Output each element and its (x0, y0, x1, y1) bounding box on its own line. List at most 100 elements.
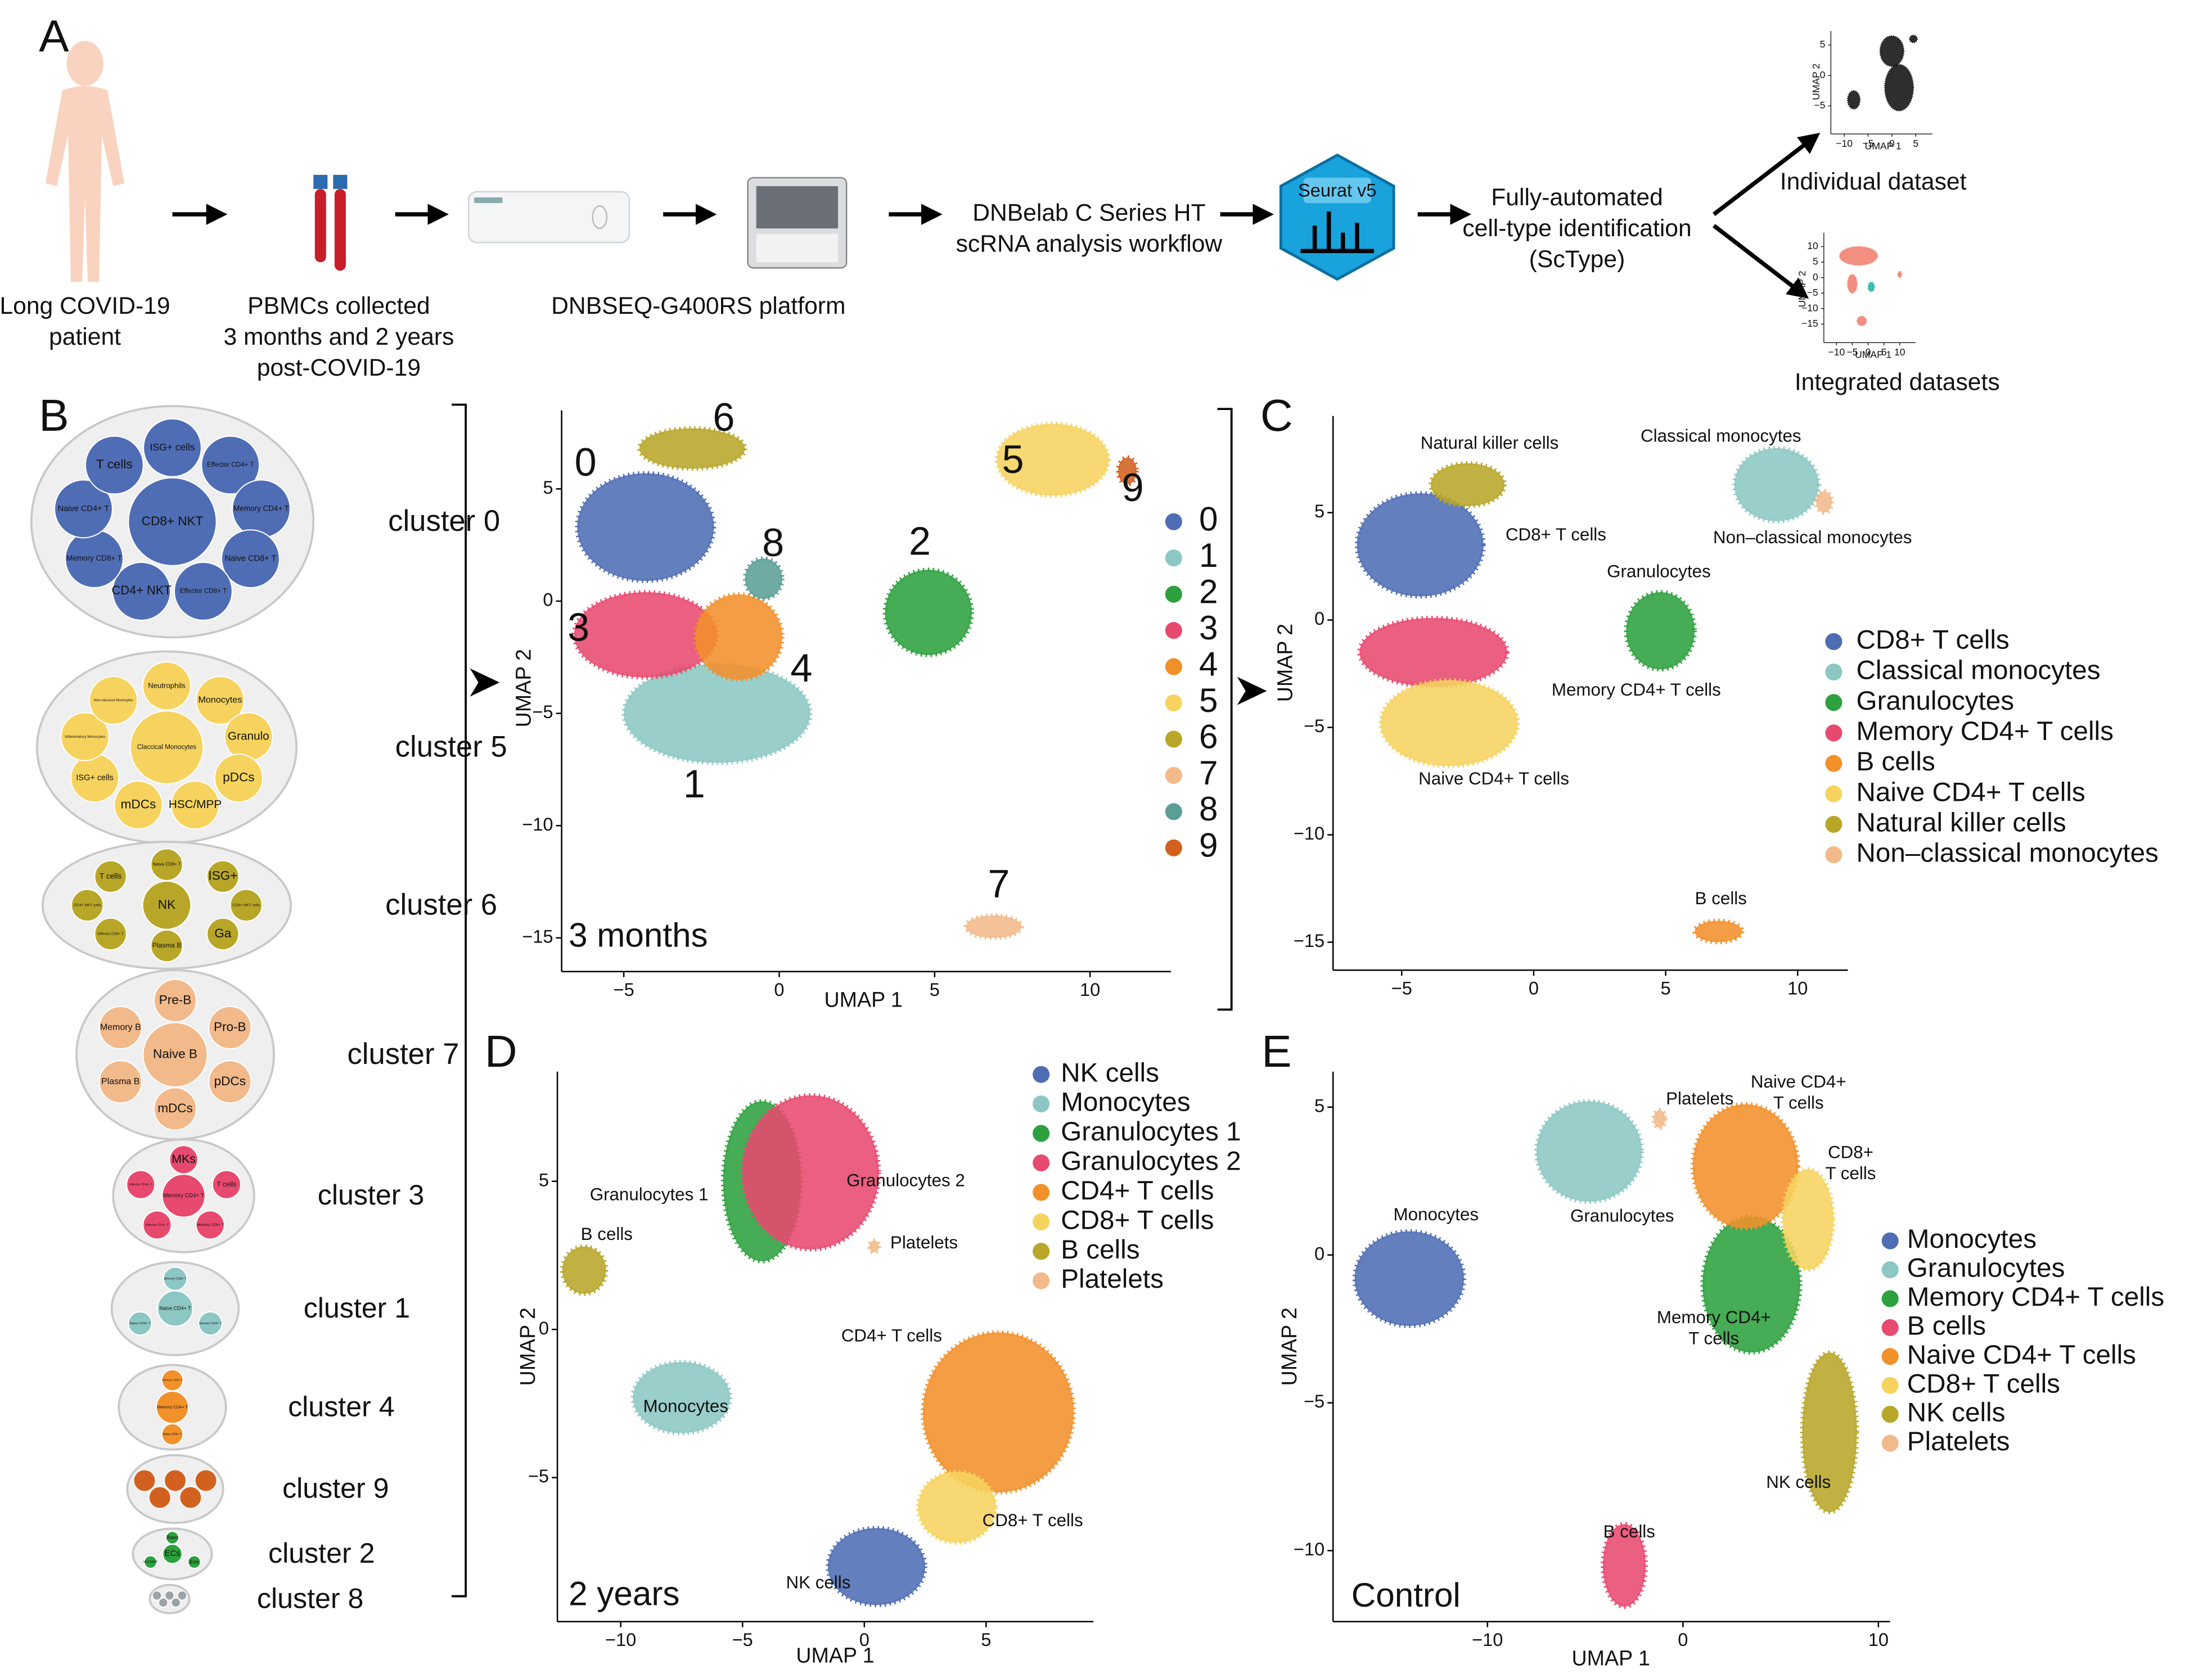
legend-label: 2 (1199, 573, 1218, 611)
cluster-annotation: 0 (575, 440, 597, 484)
cell-cluster (1780, 1167, 1836, 1272)
x-tick-label: 0 (859, 1629, 870, 1650)
cell-type-bubble (133, 1469, 156, 1492)
legend-swatch (1165, 730, 1182, 748)
cell-type-bubble (128, 1311, 152, 1336)
legend-label: Granulocytes (1857, 686, 2015, 716)
cell-type-bubble (158, 1598, 169, 1608)
cell-type-label: HSC/MPP (169, 798, 222, 811)
cell-cluster (630, 1360, 733, 1436)
x-tick-label: 0 (1678, 1629, 1688, 1650)
legend-label: Non–classical monocytes (1857, 838, 2159, 868)
legend-swatch (1825, 846, 1842, 864)
legend-swatch (1825, 724, 1842, 742)
cell-cluster (621, 662, 813, 765)
patient-icon (45, 40, 125, 282)
cell-type-label: Pro-B (214, 1020, 246, 1034)
cell-cluster (575, 471, 717, 583)
cell-type-label: Effector CD4+ T (207, 461, 254, 468)
panel-letter: D (485, 1026, 517, 1077)
cell-type-bubble (84, 435, 144, 495)
cell-type-label: Effector CD8+ T (98, 932, 124, 936)
cluster-annotation: Platelets (890, 1233, 958, 1252)
cell-cluster (1624, 590, 1697, 672)
cell-cluster (1867, 281, 1876, 292)
legend-label: 1 (1199, 536, 1218, 574)
legend-swatch (1881, 1319, 1899, 1336)
cell-type-bubble (152, 1590, 162, 1601)
dataset-label: Individual dataset (1780, 168, 1967, 195)
x-tick-label: 0 (1866, 346, 1871, 358)
cell-type-label: Monocytes (198, 695, 242, 705)
cell-type-bubble (177, 1590, 187, 1601)
y-tick-label: 0 (1813, 271, 1818, 282)
cell-type-bubble (71, 888, 104, 922)
cell-type-label: Effector CD4+ T (146, 1224, 169, 1227)
y-tick-label: 5 (543, 477, 553, 498)
cell-type-label: MKs (172, 1152, 196, 1166)
cell-cluster (740, 1093, 881, 1252)
x-tick-label: −10 (605, 1629, 636, 1650)
cluster-annotation: B cells (1695, 888, 1747, 908)
cell-type-label: Ga (214, 926, 232, 940)
cell-type-label: Effector CD8+ T (180, 588, 227, 595)
cell-type-bubble (163, 1266, 188, 1291)
cluster-annotation: 9 (1122, 465, 1144, 509)
cell-type-label: NK (158, 897, 175, 912)
cluster-annotation: 3 (567, 605, 589, 649)
cell-cluster (882, 567, 974, 657)
cluster-annotation: Granulocytes (1607, 561, 1711, 581)
x-tick-label: −10 (1472, 1629, 1503, 1650)
cell-type-bubble (229, 888, 263, 922)
cluster-annotation: Non–classical monocytes (1713, 527, 1912, 547)
cell-type-bubble (170, 780, 220, 830)
legend-swatch (1033, 1066, 1050, 1083)
cell-type-bubble (198, 1311, 223, 1336)
cell-type-label: Memory CD8+ T (164, 1277, 187, 1280)
x-axis-label: UMAP 1 (1572, 1646, 1650, 1670)
legend-swatch (1825, 633, 1842, 650)
legend-label: 0 (1199, 500, 1218, 538)
cell-cluster (1534, 1099, 1645, 1204)
cell-type-bubble (201, 435, 260, 495)
x-tick-label: 5 (1881, 346, 1887, 358)
cell-type-label: mDCs (121, 797, 156, 811)
cell-type-label: Naive CD8+ T (130, 1322, 151, 1325)
cell-cluster (1897, 270, 1903, 278)
legend-label: NK cells (1061, 1058, 1159, 1088)
legend-label: B cells (1857, 747, 1935, 777)
cell-type-bubble (221, 529, 280, 589)
legend-label: Platelets (1061, 1264, 1164, 1294)
cell-type-label: Naive B (153, 1047, 197, 1061)
y-tick-label: −5 (1304, 715, 1325, 736)
cell-type-label: Plasma B (101, 1077, 139, 1086)
cell-cluster (1839, 246, 1878, 266)
cell-type-label: T cells (217, 1180, 236, 1188)
legend-swatch (1825, 755, 1842, 772)
y-tick-label: 0 (543, 589, 553, 610)
cell-cluster (1357, 616, 1510, 689)
cell-type-label: Memory CD4+ T (199, 1322, 222, 1325)
cell-type-label: Memory CD4+ T (157, 1405, 188, 1410)
cluster-label: cluster 2 (268, 1537, 375, 1569)
legend-label: Platelets (1907, 1427, 2010, 1456)
dataset-label: Integrated datasets (1795, 368, 2000, 395)
cell-type-label: Naive CD8+ T (225, 554, 277, 563)
y-tick-label: −5 (1807, 287, 1818, 298)
cell-type-label: CD4+ NKT cells (74, 904, 101, 908)
cell-type-label: Naive CD4+ T (160, 1305, 191, 1311)
y-tick-label: −10 (1294, 1539, 1325, 1559)
blood-tubes (313, 174, 348, 271)
cell-type-label: CD8+ NKT cells (232, 904, 260, 908)
cell-type-label: Naive CD4+ T (58, 504, 110, 513)
legend-swatch (1033, 1095, 1050, 1113)
cell-type-label: ECs (165, 1549, 181, 1558)
cluster-annotation: Granulocytes 2 (846, 1171, 965, 1190)
cell-cluster (637, 426, 747, 471)
legend-swatch (1165, 658, 1182, 675)
cluster-annotation: 6 (713, 395, 735, 439)
cluster-annotation: 2 (909, 518, 931, 563)
cluster-annotation: 1 (683, 761, 705, 806)
cell-cluster (1692, 918, 1745, 945)
legend-swatch (1165, 549, 1182, 567)
